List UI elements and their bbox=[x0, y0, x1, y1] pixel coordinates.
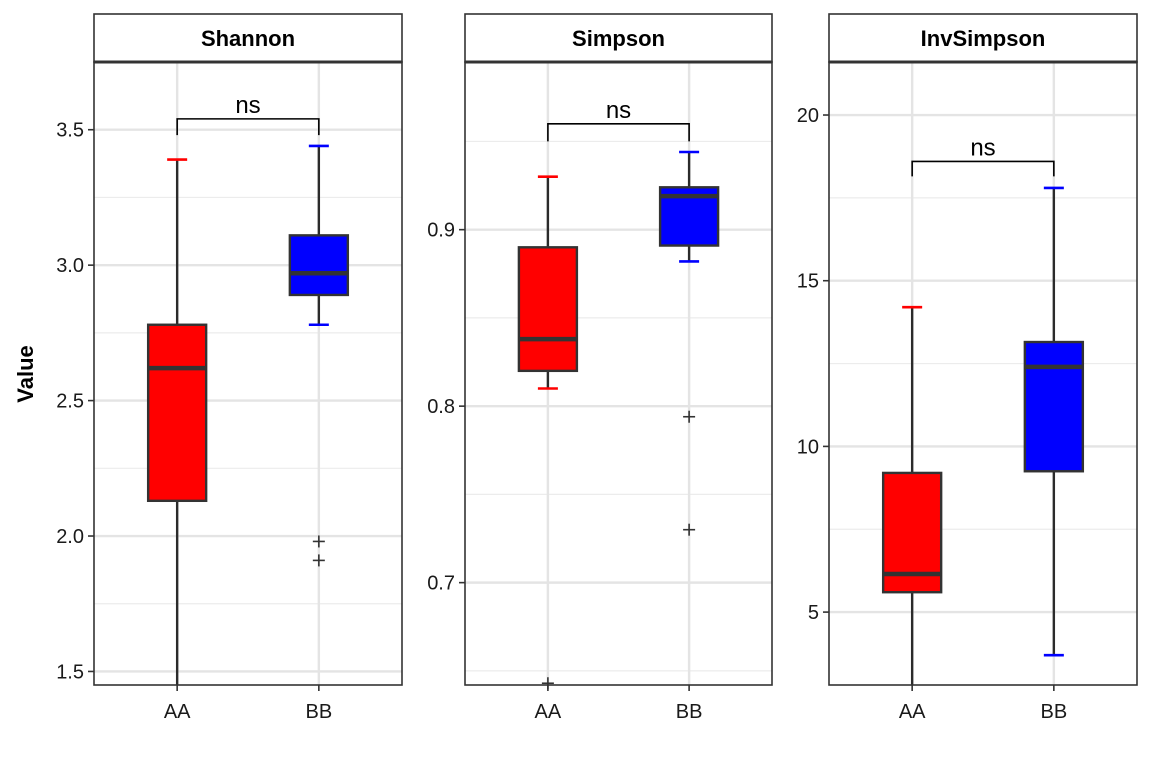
panel-background bbox=[94, 62, 402, 685]
significance-bracket bbox=[547, 122, 690, 142]
strip-box bbox=[828, 13, 1138, 63]
box-aa bbox=[881, 305, 943, 685]
x-tick-label: BB bbox=[676, 701, 703, 723]
box-bb bbox=[1023, 186, 1085, 657]
box-iqr bbox=[288, 234, 350, 297]
y-tick-label: 0.8 bbox=[427, 396, 455, 418]
x-tick-label: AA bbox=[535, 701, 562, 723]
panel-background bbox=[829, 62, 1137, 685]
box-aa bbox=[517, 175, 579, 690]
box-iqr bbox=[146, 323, 208, 503]
x-tick-label: AA bbox=[164, 701, 191, 723]
box-bb bbox=[658, 150, 720, 536]
y-axis-label: Value bbox=[13, 345, 38, 402]
outlier-point bbox=[312, 535, 325, 548]
y-tick-label: 0.7 bbox=[427, 573, 455, 595]
x-tick-label: AA bbox=[899, 701, 926, 723]
y-tick-label: 0.9 bbox=[427, 220, 455, 242]
y-tick-label: 3.5 bbox=[56, 120, 84, 142]
significance-label: ns bbox=[235, 92, 260, 119]
y-tick-label: 15 bbox=[797, 271, 819, 293]
box-iqr bbox=[517, 246, 579, 373]
box-aa bbox=[146, 158, 208, 685]
y-tick-label: 3.0 bbox=[56, 255, 84, 277]
outlier-point bbox=[683, 410, 696, 423]
y-tick-label: 2.0 bbox=[56, 526, 84, 548]
x-tick-label: BB bbox=[305, 701, 332, 723]
panel-invsimpson: ns InvSimpson 5 10 15 20 AA BB bbox=[797, 13, 1138, 723]
box-iqr bbox=[1023, 340, 1085, 473]
panel-title: InvSimpson bbox=[921, 26, 1046, 51]
panel-background bbox=[465, 62, 772, 685]
x-tick-label: BB bbox=[1040, 701, 1067, 723]
panel-simpson: ns Simpson 0.7 0.8 0.9 AA BB bbox=[427, 13, 773, 723]
significance-label: ns bbox=[970, 134, 995, 161]
y-tick-label: 2.5 bbox=[56, 391, 84, 413]
strip-box bbox=[93, 13, 403, 63]
outlier-point bbox=[312, 554, 325, 567]
outlier-point bbox=[683, 523, 696, 536]
panel-title: Simpson bbox=[572, 26, 665, 51]
y-tick-label: 20 bbox=[797, 105, 819, 127]
y-tick-label: 1.5 bbox=[56, 661, 84, 683]
box-bb bbox=[288, 144, 350, 567]
y-tick-label: 10 bbox=[797, 436, 819, 458]
significance-label: ns bbox=[606, 97, 631, 124]
y-tick-label: 5 bbox=[808, 602, 819, 624]
significance-bracket bbox=[176, 118, 320, 136]
panel-shannon: ns Shannon 1.5 2.0 2.5 3.0 3.5 AA BB bbox=[56, 13, 403, 723]
panel-title: Shannon bbox=[201, 26, 295, 51]
significance-bracket bbox=[911, 160, 1055, 177]
